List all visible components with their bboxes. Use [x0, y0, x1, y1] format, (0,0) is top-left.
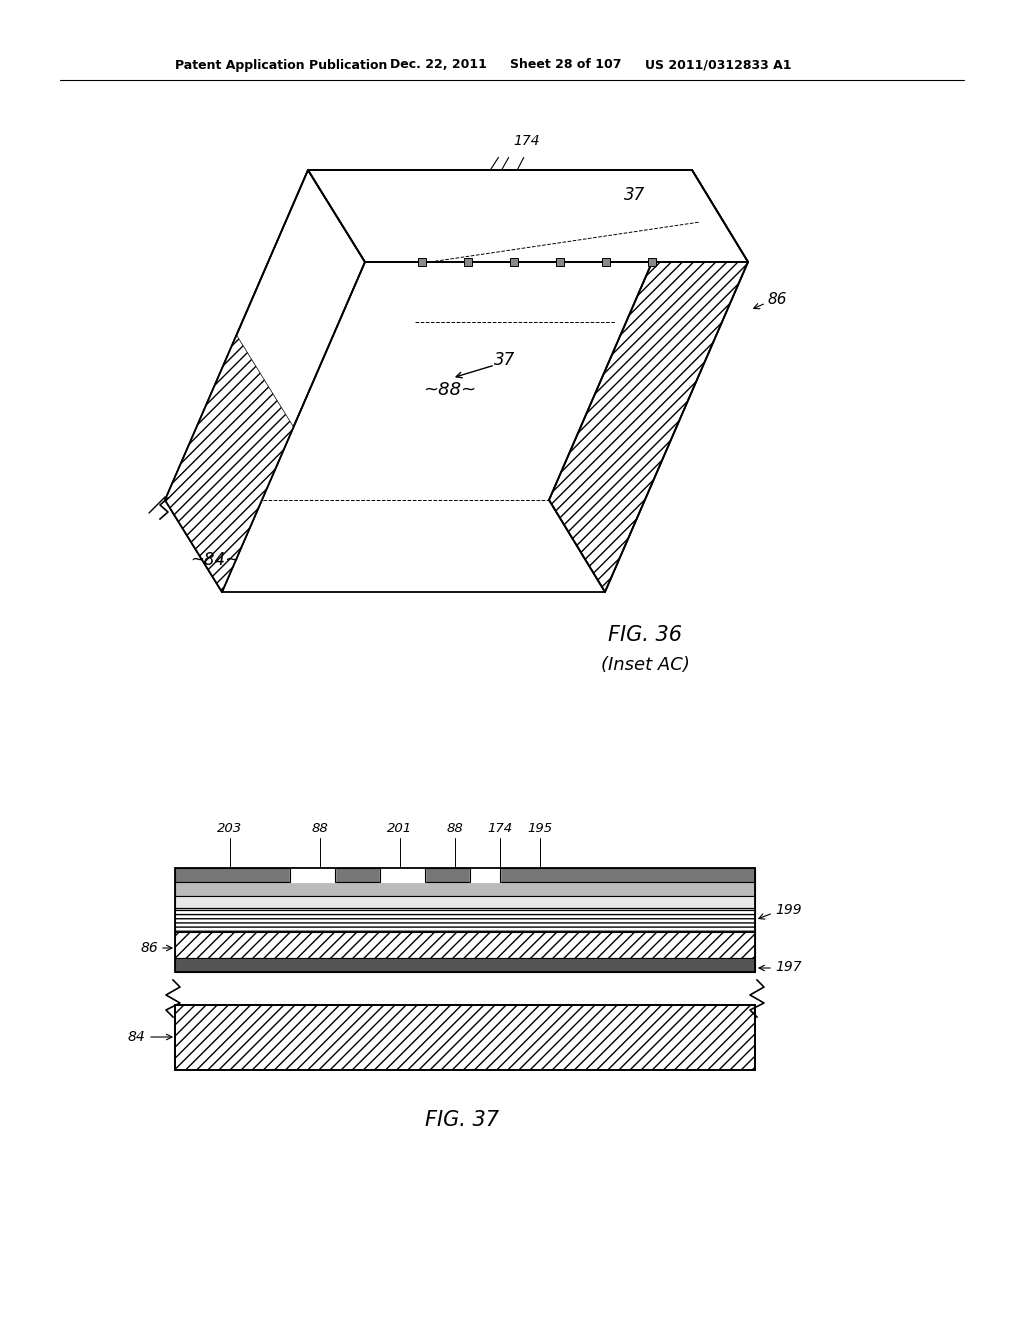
- Text: 197: 197: [775, 960, 802, 974]
- Polygon shape: [602, 257, 610, 267]
- Text: ~84~: ~84~: [190, 550, 240, 569]
- Text: 174: 174: [514, 135, 541, 148]
- Text: Dec. 22, 2011: Dec. 22, 2011: [390, 58, 486, 71]
- Text: 203: 203: [217, 822, 243, 836]
- Text: 86: 86: [140, 941, 158, 954]
- Polygon shape: [165, 335, 294, 591]
- Text: 37: 37: [625, 186, 645, 205]
- Text: Sheet 28 of 107: Sheet 28 of 107: [510, 58, 622, 71]
- Polygon shape: [175, 869, 755, 882]
- Polygon shape: [175, 882, 755, 896]
- Text: US 2011/0312833 A1: US 2011/0312833 A1: [645, 58, 792, 71]
- Text: ~88~: ~88~: [423, 381, 476, 399]
- Polygon shape: [510, 257, 518, 267]
- Text: 174: 174: [487, 822, 513, 836]
- Polygon shape: [175, 908, 755, 932]
- Text: FIG. 36: FIG. 36: [608, 624, 682, 645]
- Text: 88: 88: [446, 822, 464, 836]
- Polygon shape: [175, 896, 755, 908]
- Polygon shape: [549, 170, 748, 591]
- Polygon shape: [175, 1005, 755, 1071]
- Polygon shape: [175, 958, 755, 972]
- Polygon shape: [175, 932, 755, 958]
- Text: 201: 201: [387, 822, 413, 836]
- Polygon shape: [648, 257, 656, 267]
- Polygon shape: [308, 170, 748, 261]
- Text: Patent Application Publication: Patent Application Publication: [175, 58, 387, 71]
- Text: FIG. 37: FIG. 37: [425, 1110, 499, 1130]
- Polygon shape: [465, 257, 472, 267]
- Polygon shape: [165, 170, 365, 591]
- Polygon shape: [556, 257, 564, 267]
- Polygon shape: [419, 257, 426, 267]
- Text: 86: 86: [768, 293, 787, 308]
- Text: (Inset AC): (Inset AC): [600, 656, 689, 675]
- Text: 199: 199: [775, 903, 802, 917]
- Text: 37: 37: [495, 351, 516, 370]
- Text: 195: 195: [527, 822, 553, 836]
- Text: 88: 88: [311, 822, 329, 836]
- Text: 84: 84: [127, 1030, 145, 1044]
